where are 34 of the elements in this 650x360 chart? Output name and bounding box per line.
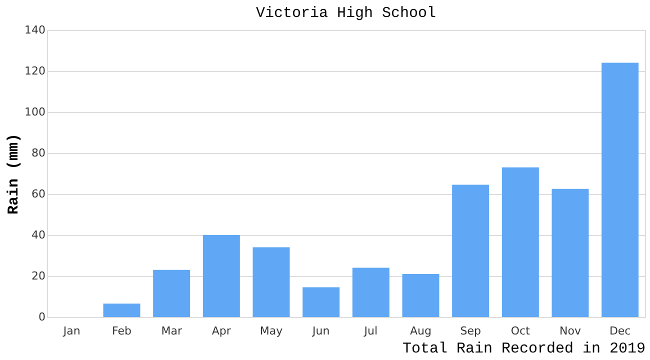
x-tick-label: Jul: [363, 324, 378, 338]
chart-title: Victoria High School: [256, 5, 436, 22]
x-tick-label: Jun: [311, 324, 330, 338]
x-tick-label: Oct: [510, 324, 531, 338]
bar: [602, 62, 639, 317]
y-tick-label: 140: [24, 24, 46, 36]
x-tick-label: Feb: [112, 324, 132, 338]
bar: [302, 287, 340, 317]
bar: [502, 167, 539, 317]
y-tick-label: 40: [32, 228, 46, 242]
bar: [552, 188, 589, 317]
x-tick-label: Nov: [560, 324, 582, 338]
x-axis-title: Total Rain Recorded in 2019: [402, 340, 646, 358]
bar: [352, 268, 390, 317]
bar: [153, 270, 190, 317]
y-tick-label: 100: [24, 106, 46, 118]
x-tick-label: Jan: [62, 324, 80, 338]
x-tick-label: Aug: [410, 324, 432, 338]
x-tick-label: May: [260, 324, 284, 338]
y-tick-label: 60: [32, 188, 46, 200]
x-tick-label: Apr: [212, 324, 232, 338]
x-tick-label: Sep: [460, 324, 481, 338]
bar: [252, 247, 290, 317]
y-tick-label: 120: [24, 64, 46, 78]
y-axis-title: Rain (mm): [6, 133, 23, 215]
x-tick-label: Dec: [609, 324, 631, 338]
bar: [202, 235, 240, 317]
bar: [452, 184, 490, 317]
bar: [103, 304, 140, 317]
y-tick-label: 80: [32, 146, 46, 160]
y-tick-label: 0: [38, 310, 46, 324]
y-tick-label: 20: [32, 270, 46, 282]
bar: [402, 274, 440, 317]
x-tick-label: Mar: [161, 324, 182, 338]
